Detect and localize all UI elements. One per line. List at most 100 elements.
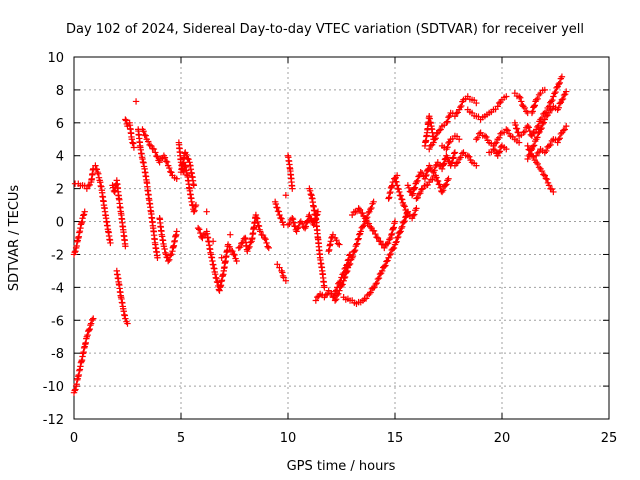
data-point (110, 187, 118, 195)
data-point (154, 153, 161, 160)
data-point (168, 169, 175, 176)
data-point (444, 154, 451, 161)
data-point (86, 325, 93, 333)
data-point (516, 94, 524, 101)
data-point (456, 136, 463, 143)
data-point (72, 386, 79, 393)
data-point (399, 223, 406, 230)
data-point (389, 178, 397, 186)
data-point (494, 136, 501, 143)
data-point (162, 251, 170, 258)
data-point (413, 178, 420, 186)
data-point (525, 152, 532, 160)
data-point (190, 182, 198, 189)
y-tick-label: 10 (47, 51, 64, 66)
data-point (395, 185, 402, 193)
data-point (80, 212, 87, 219)
data-point (422, 172, 429, 180)
data-point (465, 153, 473, 160)
data-point (366, 290, 373, 298)
data-point (341, 273, 349, 281)
data-point (325, 287, 332, 294)
data-point (547, 106, 554, 114)
data-point (534, 134, 541, 141)
data-point (212, 271, 219, 278)
data-point (434, 177, 442, 185)
data-point (355, 235, 362, 242)
y-tick-label: 6 (56, 117, 64, 132)
data-point (236, 243, 244, 251)
x-tick-label: 5 (177, 431, 185, 446)
data-point (535, 129, 542, 137)
data-point (387, 188, 394, 196)
data-point (274, 204, 281, 211)
data-point (475, 130, 483, 137)
data-point (474, 134, 481, 141)
data-point (321, 284, 328, 291)
data-point (529, 108, 536, 115)
data-point (530, 142, 538, 149)
data-point (252, 211, 260, 219)
y-tick-label: 8 (56, 84, 64, 99)
data-point (275, 208, 282, 215)
points-layer (70, 73, 570, 396)
data-point (289, 216, 297, 223)
data-point (71, 249, 78, 256)
data-point (374, 275, 382, 283)
data-point (339, 281, 346, 288)
data-point (392, 239, 400, 246)
data-point (327, 238, 334, 245)
data-point (535, 122, 542, 129)
data-point (439, 187, 447, 194)
data-point (203, 208, 210, 215)
data-point (550, 188, 557, 196)
data-point (276, 264, 283, 271)
data-point (128, 136, 135, 143)
data-point (438, 165, 446, 173)
data-point (370, 227, 378, 235)
data-point (457, 154, 464, 161)
data-point (157, 155, 165, 163)
data-point (360, 222, 368, 229)
data-point (362, 295, 370, 302)
data-point (556, 79, 563, 87)
data-point (397, 228, 404, 235)
data-point (541, 116, 548, 123)
data-point (93, 166, 101, 173)
data-point (560, 91, 568, 99)
data-point (400, 218, 408, 226)
data-point (393, 172, 401, 179)
data-point (518, 98, 525, 105)
data-point (354, 236, 362, 243)
data-point (552, 88, 559, 96)
data-point (330, 292, 338, 300)
data-point (417, 168, 424, 176)
data-point (304, 218, 311, 225)
data-point (122, 315, 129, 322)
data-point (409, 212, 417, 219)
data-point (279, 272, 287, 280)
data-point (161, 154, 169, 161)
data-point (401, 217, 408, 225)
data-point (548, 185, 556, 193)
data-point (560, 127, 567, 134)
data-point (451, 149, 459, 156)
data-point (553, 84, 560, 92)
y-tick-label: -8 (51, 347, 64, 362)
data-point (389, 245, 397, 253)
data-point (276, 211, 283, 219)
data-point (538, 167, 546, 175)
data-point (503, 93, 510, 100)
data-point (545, 142, 553, 150)
data-point (558, 73, 566, 80)
data-point (535, 164, 543, 171)
data-point (389, 182, 396, 189)
data-point (370, 198, 377, 205)
data-point (515, 139, 523, 146)
data-point (457, 103, 464, 111)
data-point (88, 316, 96, 324)
data-point (368, 204, 375, 212)
data-point (535, 91, 543, 98)
data-point (80, 211, 88, 218)
data-point (284, 221, 292, 229)
